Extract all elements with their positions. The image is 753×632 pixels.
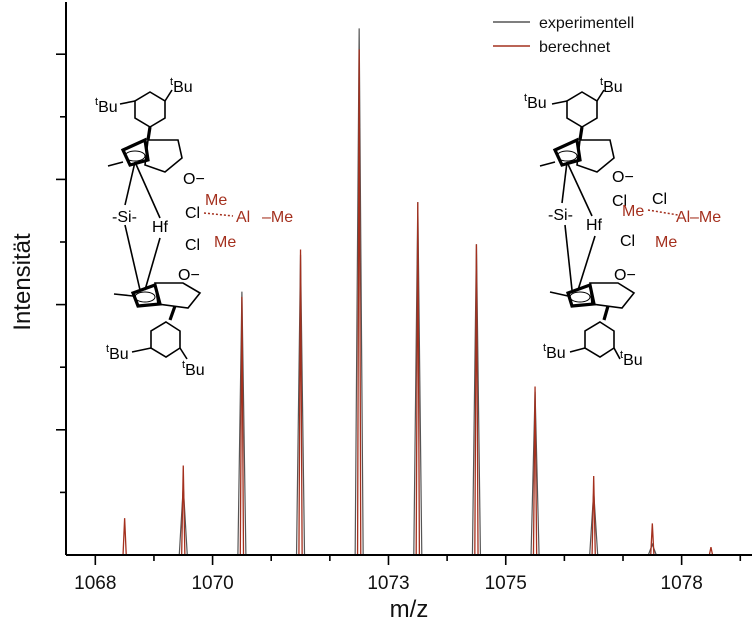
- chloride-label: Cl: [185, 205, 200, 222]
- oxide-label: O−: [614, 267, 636, 284]
- peak-berechnet: [650, 523, 655, 556]
- methyl-label: Me: [655, 234, 677, 251]
- chloride-label: Cl: [185, 237, 200, 254]
- peak-berechnet: [356, 49, 362, 556]
- x-tick-label: 1070: [191, 573, 233, 594]
- y-axis-ticks: [56, 53, 66, 494]
- methyl-label: Me: [622, 203, 644, 220]
- hafnium-label: Hf: [152, 219, 169, 236]
- peak-experimentell: [237, 291, 247, 556]
- x-tick-label: 1075: [485, 573, 527, 594]
- structure-left: tBu tBu O− -Si- Hf Cl Cl Me Al –Me Me O−…: [95, 76, 293, 379]
- tbu-label: tBu: [170, 76, 193, 96]
- peak-berechnet: [591, 475, 596, 556]
- tbu-label: tBu: [524, 92, 547, 112]
- methyl-label: Me: [214, 234, 236, 251]
- legend: experimentell berechnet: [493, 15, 634, 56]
- chloride-label: Cl: [612, 193, 627, 210]
- indenyl-top: [576, 139, 615, 173]
- x-tick-label: 1068: [74, 573, 116, 594]
- tbu-label: tBu: [620, 349, 643, 369]
- chloride-label: Cl: [652, 191, 667, 208]
- tbu-label: tBu: [106, 343, 129, 363]
- peak-berechnet: [474, 244, 479, 556]
- methyl-label: –Me: [262, 209, 293, 226]
- x-tick-label: 1073: [367, 573, 409, 594]
- aluminum-label: Al: [676, 209, 690, 226]
- x-axis-title: m/z: [390, 596, 429, 623]
- aryl-ring-bottom: [150, 321, 181, 358]
- cyclopentadienyl-bottom: [130, 282, 163, 308]
- indenyl-top: [144, 139, 183, 173]
- silicon-label: -Si-: [548, 207, 573, 224]
- cyclopentadienyl-top: [120, 137, 150, 167]
- peak-berechnet: [181, 465, 186, 556]
- cyclopentadienyl-top: [552, 137, 582, 167]
- indenyl-bottom: [589, 282, 636, 309]
- tbu-label: tBu: [95, 96, 118, 116]
- tbu-label: tBu: [543, 342, 566, 362]
- indenyl-bottom: [154, 282, 202, 309]
- chloride-label: Cl: [620, 233, 635, 250]
- aryl-ring-top: [566, 91, 598, 128]
- legend-label-experimentell: experimentell: [539, 15, 634, 32]
- peak-berechnet: [122, 518, 127, 556]
- peak-experimentell: [354, 28, 364, 556]
- y-axis-title: Intensität: [9, 233, 36, 331]
- peak-berechnet: [532, 386, 538, 556]
- oxide-label: O−: [178, 267, 200, 284]
- peak-berechnet: [298, 249, 303, 556]
- series-berechnet: [122, 49, 714, 556]
- tbu-label: tBu: [182, 359, 205, 379]
- tbu-label: tBu: [600, 76, 623, 96]
- peak-berechnet: [415, 202, 421, 556]
- oxide-label: O−: [183, 171, 205, 188]
- aryl-ring-top: [134, 91, 166, 128]
- oxide-label: O−: [612, 169, 634, 186]
- methyl-label: Me: [205, 192, 227, 209]
- aluminum-label: Al: [236, 209, 250, 226]
- aryl-ring-bottom: [584, 321, 615, 358]
- x-axis-ticks: 1068 1070 1073 1075 1078: [74, 555, 742, 594]
- x-tick-label: 1078: [661, 573, 703, 594]
- peak-berechnet: [239, 296, 245, 556]
- cyclopentadienyl-bottom: [566, 282, 596, 308]
- legend-label-berechnet: berechnet: [539, 39, 611, 56]
- structure-right: tBu tBu O− -Si- Hf Cl Cl Me Al –Me Cl Me…: [524, 76, 721, 369]
- peak-berechnet: [708, 546, 714, 556]
- silicon-label: -Si-: [112, 209, 137, 226]
- peak-experimentell: [647, 542, 657, 556]
- methyl-label: –Me: [690, 209, 721, 226]
- hafnium-label: Hf: [586, 217, 603, 234]
